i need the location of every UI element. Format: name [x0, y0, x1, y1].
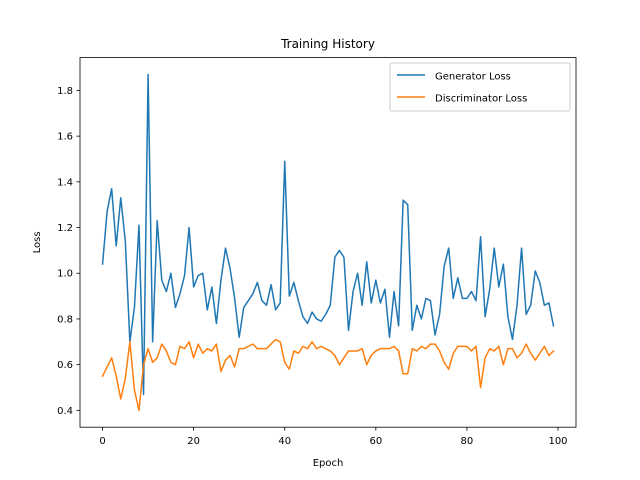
axes-frame	[79, 57, 577, 428]
y-tick-label: 0.4	[57, 406, 73, 417]
y-tick-label: 1.8	[57, 86, 73, 97]
x-axis: 0 20 40 60 80 100	[99, 427, 568, 447]
y-tick-label: 0.6	[57, 360, 73, 371]
x-tick-label: 20	[187, 436, 200, 447]
series-line-generator-loss	[101, 73, 555, 396]
plot-area	[79, 57, 577, 428]
chart-title: Training History	[280, 37, 375, 51]
legend-label-generator: Generator Loss	[435, 72, 511, 83]
x-tick-label: 40	[278, 436, 291, 447]
y-tick-label: 1.0	[57, 269, 73, 280]
y-tick-label: 1.4	[57, 177, 73, 188]
y-axis: 0.4 0.6 0.8 1.0 1.2 1.4 1.6 1.8	[57, 86, 80, 417]
y-axis-label: Loss	[32, 231, 43, 253]
y-tick-label: 1.6	[57, 132, 73, 143]
x-axis-label: Epoch	[313, 458, 344, 469]
legend-frame	[389, 62, 571, 112]
x-tick-label: 100	[548, 436, 567, 447]
x-tick-label: 60	[369, 436, 382, 447]
x-tick-label: 0	[99, 436, 105, 447]
legend: Generator Loss Discriminator Loss	[389, 62, 571, 112]
series-line-discriminator-loss	[101, 338, 555, 412]
y-tick-label: 0.8	[57, 314, 73, 325]
legend-label-discriminator: Discriminator Loss	[435, 94, 527, 105]
x-tick-label: 80	[461, 436, 474, 447]
series-layer	[101, 73, 555, 412]
y-tick-label: 1.2	[57, 223, 73, 234]
